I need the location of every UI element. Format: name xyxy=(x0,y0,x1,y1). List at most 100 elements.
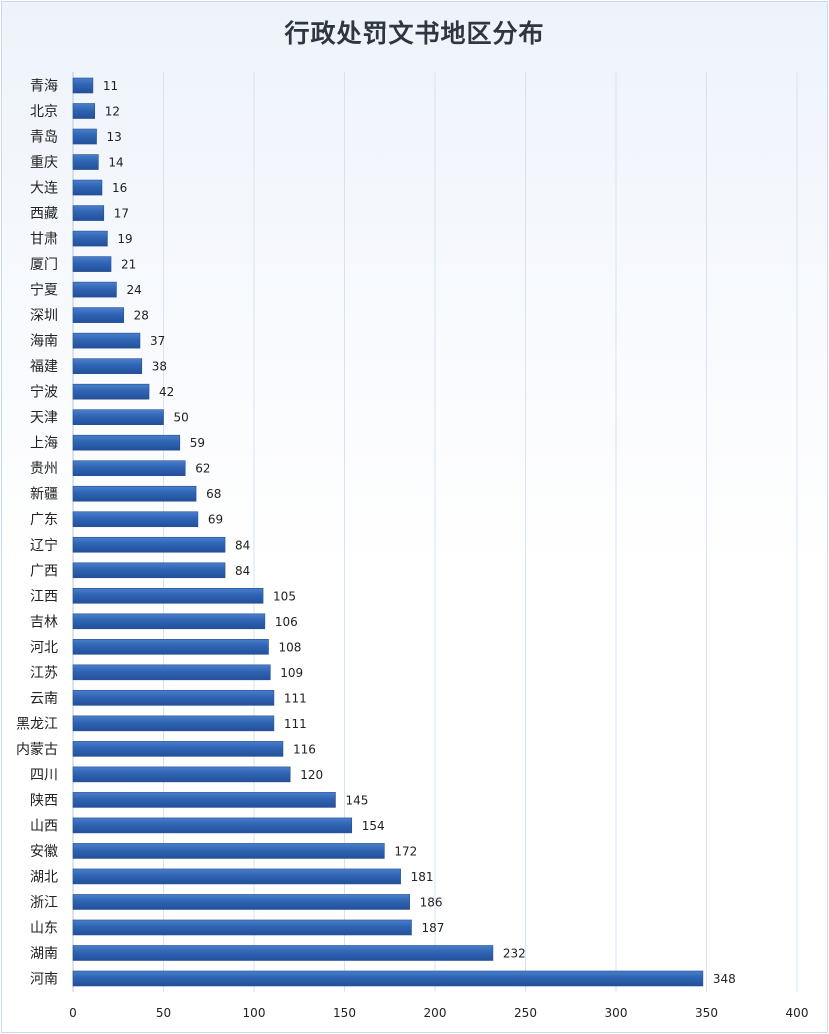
data-label: 11 xyxy=(103,79,118,93)
category-label: 甘肃 xyxy=(30,232,58,248)
data-label: 69 xyxy=(208,513,223,527)
data-label: 181 xyxy=(411,870,434,884)
category-label: 海南 xyxy=(30,334,58,350)
data-label: 105 xyxy=(273,589,296,603)
category-label: 黑龙江 xyxy=(16,716,58,732)
category-label: 吉林 xyxy=(30,614,58,630)
data-label: 50 xyxy=(174,411,189,425)
data-label: 348 xyxy=(713,972,736,986)
category-label: 辽宁 xyxy=(30,537,58,554)
bar xyxy=(72,77,94,94)
data-label: 84 xyxy=(235,564,250,578)
data-label: 232 xyxy=(503,946,526,960)
bar xyxy=(72,792,336,808)
category-label: 青岛 xyxy=(30,130,58,146)
bar xyxy=(72,587,264,604)
bar xyxy=(72,715,275,732)
data-label: 37 xyxy=(150,334,165,348)
category-label: 浙江 xyxy=(30,895,58,911)
x-tick-labels: 0 50 100 150 200 250 300 350 400 xyxy=(69,1006,808,1020)
bar xyxy=(72,256,112,272)
bar xyxy=(72,103,96,119)
data-label: 62 xyxy=(195,462,210,476)
category-label: 山西 xyxy=(30,818,58,834)
category-label: 广西 xyxy=(30,563,58,579)
category-label: 厦门 xyxy=(30,257,58,273)
bar xyxy=(72,843,385,859)
data-label: 108 xyxy=(278,640,301,654)
data-label: 38 xyxy=(152,360,167,374)
bar xyxy=(72,358,143,374)
data-label: 106 xyxy=(275,615,298,629)
category-label: 河北 xyxy=(30,640,58,656)
data-label: 111 xyxy=(284,691,307,705)
x-tick-label: 100 xyxy=(243,1006,266,1020)
category-label: 广东 xyxy=(30,512,58,528)
category-label: 大连 xyxy=(30,181,58,197)
bar xyxy=(72,154,99,170)
gridlines xyxy=(72,72,798,992)
category-label: 深圳 xyxy=(30,308,58,324)
x-tick-label: 200 xyxy=(424,1006,447,1020)
bar xyxy=(72,281,117,298)
category-labels: 青海北京青岛重庆大连西藏甘肃厦门宁夏深圳海南福建宁波天津上海贵州新疆广东辽宁广西… xyxy=(16,79,58,988)
category-label: 安徽 xyxy=(30,844,58,860)
data-label: 111 xyxy=(284,717,307,731)
data-label: 154 xyxy=(362,819,385,833)
category-label: 江西 xyxy=(30,589,58,605)
bar xyxy=(72,919,412,936)
bar xyxy=(72,536,226,553)
bar xyxy=(72,409,164,425)
x-tick-label: 50 xyxy=(156,1006,171,1020)
bar xyxy=(72,868,401,885)
bar xyxy=(72,511,199,528)
chart-title: 行政处罚文书地区分布 xyxy=(284,19,545,48)
category-label: 宁夏 xyxy=(30,282,58,299)
category-label: 贵州 xyxy=(30,461,58,477)
data-label: 24 xyxy=(126,283,141,297)
category-label: 上海 xyxy=(30,436,58,452)
bar xyxy=(72,485,197,502)
bar xyxy=(72,205,105,221)
category-label: 山东 xyxy=(30,920,58,936)
bar xyxy=(72,460,186,477)
bar xyxy=(72,383,150,400)
data-label: 19 xyxy=(117,232,132,246)
category-label: 西藏 xyxy=(30,206,58,222)
bar xyxy=(72,128,97,145)
data-label: 187 xyxy=(421,921,444,935)
data-label: 68 xyxy=(206,487,221,501)
data-label: 42 xyxy=(159,385,174,399)
category-label: 宁波 xyxy=(30,384,58,401)
x-tick-label: 150 xyxy=(333,1006,356,1020)
data-label: 186 xyxy=(420,895,443,909)
data-label: 109 xyxy=(280,666,303,680)
x-tick-label: 400 xyxy=(786,1006,809,1020)
category-label: 新疆 xyxy=(30,487,58,503)
bar xyxy=(72,664,271,681)
category-label: 福建 xyxy=(30,359,58,375)
category-label: 湖南 xyxy=(30,946,58,962)
bar xyxy=(72,945,494,961)
category-label: 河南 xyxy=(30,972,58,988)
bar xyxy=(72,970,704,987)
x-tick-label: 250 xyxy=(514,1006,537,1020)
data-label: 59 xyxy=(190,436,205,450)
data-label: 172 xyxy=(394,844,417,858)
data-label: 16 xyxy=(112,181,127,195)
category-label: 内蒙古 xyxy=(16,742,58,758)
category-label: 重庆 xyxy=(30,155,58,171)
category-label: 青海 xyxy=(30,79,58,95)
data-label: 28 xyxy=(134,309,149,323)
bar xyxy=(72,230,108,247)
data-label: 17 xyxy=(114,207,129,221)
bar xyxy=(72,332,141,349)
category-label: 陕西 xyxy=(30,793,58,809)
category-label: 湖北 xyxy=(30,869,58,885)
bar xyxy=(72,307,124,323)
bar xyxy=(72,179,103,196)
x-tick-label: 0 xyxy=(69,1006,77,1020)
data-label: 13 xyxy=(107,130,122,144)
